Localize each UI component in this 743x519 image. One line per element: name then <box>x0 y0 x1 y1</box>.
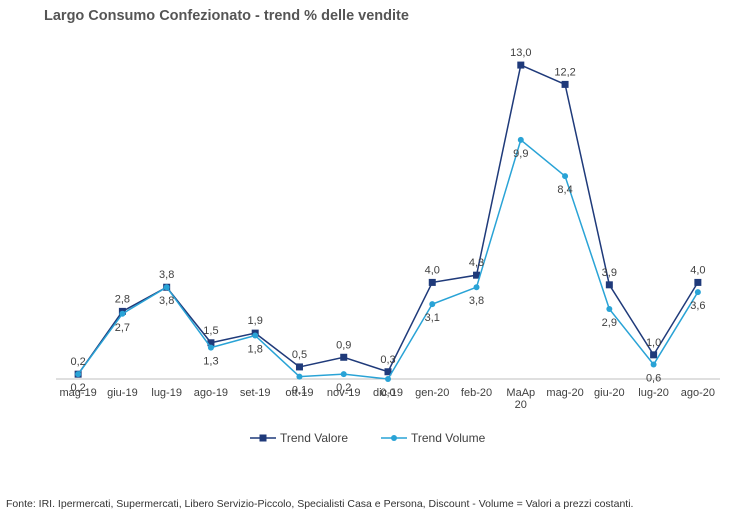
volume-data-label: 1,8 <box>248 344 263 356</box>
valore-data-label: 0,5 <box>292 349 307 361</box>
volume-data-label: 2,9 <box>602 317 617 329</box>
x-tick-label: giu-19 <box>107 387 138 399</box>
x-tick-label: dic-19 <box>373 387 403 399</box>
x-tick-label: 20 <box>515 399 527 411</box>
series-1-point <box>694 289 701 296</box>
volume-data-label: 0,2 <box>336 382 351 394</box>
valore-data-label: 0,3 <box>380 354 395 366</box>
series-1-point <box>473 284 480 291</box>
volume-data-label: 1,3 <box>203 356 218 368</box>
series-0-point <box>561 80 569 88</box>
series-0-point <box>650 351 658 359</box>
valore-data-label: 12,2 <box>554 66 575 78</box>
trend-chart: mag-19 giu-19 lug-19 ago-19 set-19 ott-19 nov-… <box>56 47 720 445</box>
series-1-point <box>429 301 436 308</box>
x-tick-label: feb-20 <box>461 387 492 399</box>
x-tick-label: ago-19 <box>194 387 228 399</box>
series-1-point <box>252 332 259 339</box>
x-tick-label: nov-19 <box>327 387 361 399</box>
valore-data-label: 4,0 <box>690 264 705 276</box>
series-1-point <box>517 136 524 143</box>
x-tick-label: ott-19 <box>285 387 313 399</box>
volume-data-label: 9,9 <box>513 148 528 160</box>
series-line-1 <box>77 138 699 380</box>
volume-data-label: 3,8 <box>159 295 174 307</box>
series-0-point <box>295 363 303 371</box>
series-1-point <box>650 361 657 368</box>
series-1-point <box>562 173 569 180</box>
chart-title: Largo Consumo Confezionato - trend % del… <box>44 8 409 24</box>
volume-data-label: 0,6 <box>646 373 661 385</box>
series-0-point <box>517 61 525 69</box>
volume-data-label: 3,1 <box>425 312 440 324</box>
valore-data-label: 0,9 <box>336 339 351 351</box>
legend-marker-0 <box>259 434 267 442</box>
valore-data-label: 1,0 <box>646 337 661 349</box>
volume-data-label: 0,2 <box>70 382 85 394</box>
legend-marker-1 <box>391 435 397 441</box>
series-0-point <box>605 281 613 289</box>
x-tick-label: mag-19 <box>59 387 96 399</box>
volume-data-label: 2,7 <box>115 322 130 334</box>
valore-data-label: 3,8 <box>159 269 174 281</box>
valore-data-label: 4,0 <box>425 264 440 276</box>
volume-data-label: 8,4 <box>557 184 572 196</box>
series-1-point <box>163 284 170 291</box>
valore-data-label: 0,2 <box>70 356 85 368</box>
x-tick-label: lug-19 <box>151 387 182 399</box>
series-0-point <box>428 278 436 286</box>
valore-data-label: 4,3 <box>469 257 484 269</box>
volume-data-label: 3,8 <box>469 295 484 307</box>
series-1-point <box>75 371 82 378</box>
x-tick-label: mag-20 <box>546 387 583 399</box>
series-1-point <box>385 376 391 382</box>
legend-label-0: Trend Valore <box>280 431 348 445</box>
valore-data-label: 3,9 <box>602 267 617 279</box>
series-0-point <box>384 368 392 376</box>
x-tick-label: MaAp <box>506 387 535 399</box>
volume-data-label: 3,6 <box>690 300 705 312</box>
series-0-point <box>207 339 215 347</box>
series-1-point <box>119 310 126 317</box>
x-tick-label: gen-20 <box>415 387 449 399</box>
series-1-point <box>296 373 303 380</box>
valore-data-label: 1,9 <box>248 315 263 327</box>
series-1-point <box>606 305 613 312</box>
valore-data-label: 2,8 <box>115 293 130 305</box>
series-0-point <box>340 353 348 361</box>
legend-label-1: Trend Volume <box>411 431 486 445</box>
x-tick-label: ago-20 <box>681 387 715 399</box>
x-tick-label: lug-20 <box>638 387 669 399</box>
valore-data-label: 13,0 <box>510 47 531 59</box>
x-tick-label: set-19 <box>240 387 271 399</box>
valore-data-label: 1,5 <box>203 325 218 337</box>
volume-data-label: 0,0 <box>380 387 395 399</box>
source-note: Fonte: IRI. Ipermercati, Supermercati, L… <box>6 498 634 510</box>
series-1-point <box>207 344 214 351</box>
x-tick-label: giu-20 <box>594 387 625 399</box>
series-0-point <box>694 278 702 286</box>
volume-data-label: 0,1 <box>292 385 307 397</box>
series-1-point <box>340 371 347 378</box>
series-0-point <box>473 271 481 279</box>
